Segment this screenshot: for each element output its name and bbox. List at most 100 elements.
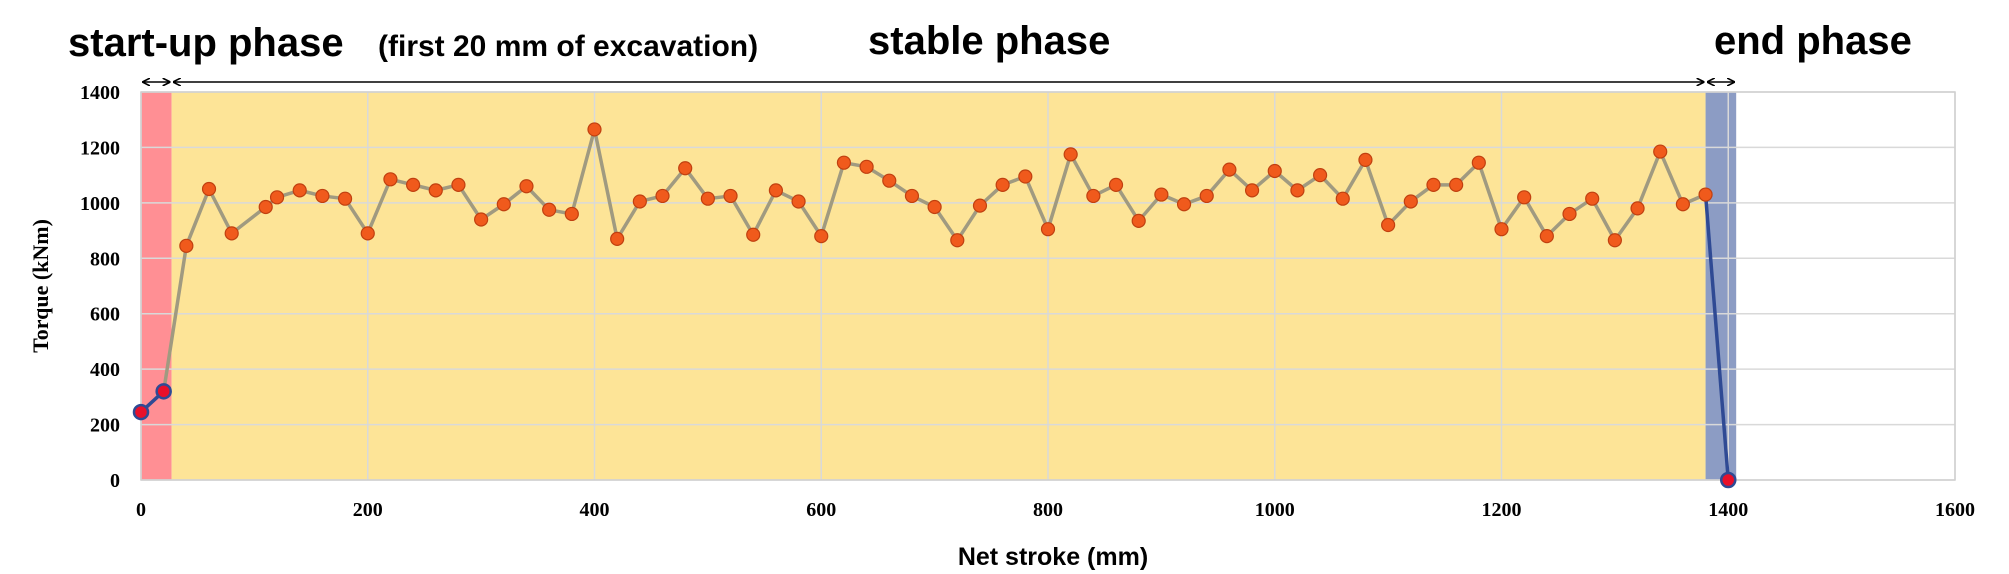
series-segment <box>570 127 597 216</box>
y-tick-label: 1000 <box>80 193 120 215</box>
data-point <box>1131 213 1146 228</box>
series-segment <box>819 160 846 238</box>
data-point <box>1403 194 1418 209</box>
series-segment <box>207 187 234 236</box>
data-point <box>610 231 625 246</box>
series-segment <box>1635 149 1662 211</box>
data-point <box>882 173 897 188</box>
data-point <box>474 212 489 227</box>
series-segment <box>728 194 755 237</box>
series-segment <box>592 127 619 241</box>
data-point <box>1108 177 1124 192</box>
data-point <box>1517 190 1532 205</box>
data-point <box>1653 144 1668 159</box>
data-point <box>1675 197 1691 212</box>
data-point <box>542 202 557 217</box>
data-point <box>859 159 874 174</box>
data-point <box>1244 183 1260 198</box>
phase-bands <box>141 92 1737 480</box>
startup-phase-subtitle: (first 20 mm of excavation) <box>378 30 758 63</box>
data-point <box>791 194 806 209</box>
data-point <box>1539 229 1554 244</box>
y-tick-label: 0 <box>110 470 120 492</box>
series-segment <box>1477 160 1504 231</box>
data-point <box>1063 147 1078 162</box>
y-tick-label: 1400 <box>80 82 120 104</box>
series-segment <box>1590 196 1617 243</box>
data-point <box>1449 177 1464 192</box>
series-segment <box>1703 192 1730 482</box>
y-tick-label: 400 <box>90 359 120 381</box>
data-point <box>1222 162 1237 177</box>
data-point <box>1494 222 1509 237</box>
series-segment <box>1046 152 1073 231</box>
data-point <box>269 190 285 205</box>
series-segment <box>751 188 778 237</box>
data-point <box>1607 233 1622 248</box>
series-segment <box>1068 152 1096 198</box>
data-point <box>337 191 353 206</box>
stable-phase-title: stable phase <box>868 19 1110 63</box>
x-tick-label: 1200 <box>1482 499 1522 521</box>
data-point <box>1290 183 1305 198</box>
data-point <box>950 233 965 248</box>
y-axis-title: Torque (kNm) <box>28 219 53 353</box>
data-markers <box>132 122 1737 489</box>
y-tick-label: 1200 <box>80 137 120 159</box>
data-point <box>383 172 398 187</box>
data-point <box>406 177 421 192</box>
data-point <box>678 161 693 176</box>
data-point <box>814 229 829 244</box>
data-point <box>1335 191 1350 206</box>
y-tick-label: 200 <box>90 415 120 437</box>
data-point <box>904 188 920 204</box>
data-point <box>768 183 784 198</box>
data-point <box>155 383 172 400</box>
data-point <box>428 183 443 198</box>
data-point <box>1176 197 1192 212</box>
data-point <box>1562 206 1577 222</box>
startup-phase-title: start-up phase <box>68 21 344 65</box>
data-point <box>360 226 375 241</box>
x-tick-label: 0 <box>136 499 146 521</box>
data-point <box>315 188 330 204</box>
data-point <box>927 199 942 215</box>
data-point <box>1720 471 1737 489</box>
data-point <box>1040 222 1056 237</box>
data-point <box>1154 187 1169 202</box>
data-point <box>1381 217 1396 233</box>
series-segment <box>615 199 642 241</box>
data-point <box>723 188 738 204</box>
phase-band-stable <box>171 92 1706 480</box>
x-tick-label: 1000 <box>1255 499 1295 521</box>
data-point <box>224 226 239 241</box>
data-point <box>292 183 307 198</box>
data-point <box>451 177 466 192</box>
series-segment <box>1341 158 1368 201</box>
data-point <box>1630 201 1645 216</box>
data-point <box>564 206 579 222</box>
x-tick-label: 800 <box>1033 499 1063 521</box>
data-point <box>519 179 534 194</box>
x-tick-label: 200 <box>353 499 383 521</box>
series-segment <box>229 205 268 236</box>
data-point <box>1018 169 1033 184</box>
data-point <box>972 198 988 213</box>
x-axis-title: Net stroke (mm) <box>958 543 1148 571</box>
data-point <box>632 194 647 209</box>
data-point <box>746 227 761 242</box>
data-point <box>1312 168 1328 183</box>
series-segment <box>184 187 211 248</box>
grid-lines <box>140 91 1956 481</box>
y-tick-label: 600 <box>90 304 120 326</box>
x-tick-label: 1400 <box>1708 499 1748 521</box>
data-point <box>1585 191 1600 206</box>
data-point <box>496 197 511 212</box>
y-tick-label: 800 <box>90 248 120 270</box>
data-point <box>1358 152 1373 167</box>
series-segment <box>1023 174 1050 231</box>
phase-band-startup <box>141 92 172 480</box>
x-tick-label: 400 <box>580 499 610 521</box>
data-point <box>201 181 217 197</box>
x-tick-label: 600 <box>806 499 836 521</box>
